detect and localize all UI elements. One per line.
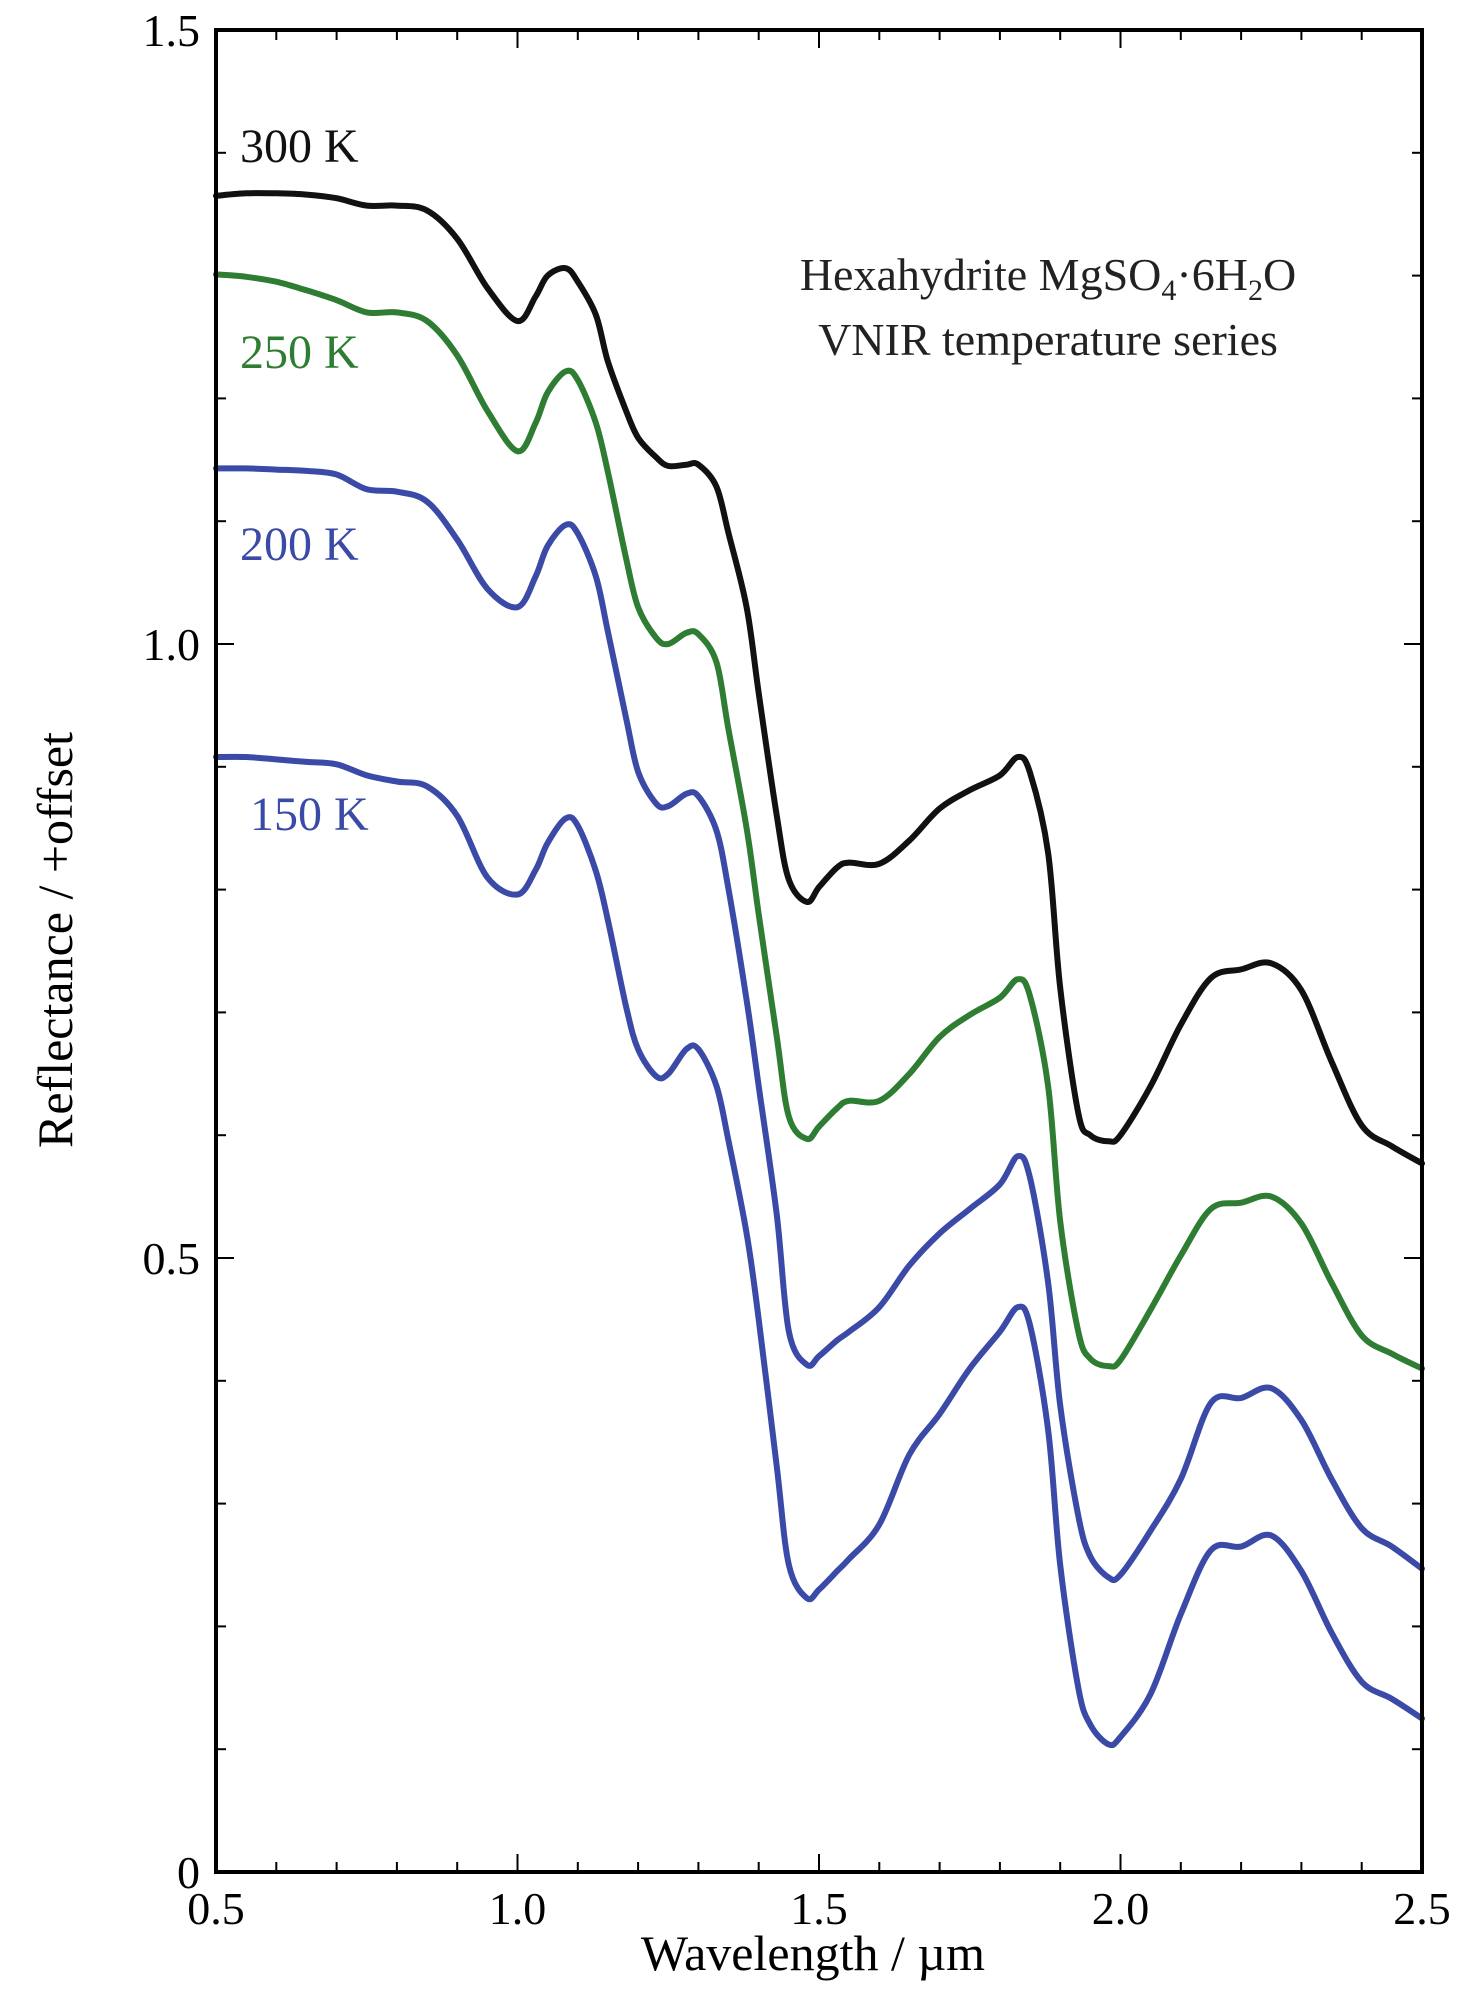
- series-label-250k: 250 K: [240, 326, 359, 379]
- series-line-200k: [213, 465, 1425, 1584]
- y-tick-label: 0.5: [143, 1233, 201, 1284]
- x-tick-label: 1.0: [489, 1883, 547, 1934]
- x-tick-label: 2.5: [1393, 1883, 1451, 1934]
- series-lines: [213, 190, 1425, 1749]
- x-tick-label: 1.5: [790, 1883, 848, 1934]
- plot-frame: [214, 28, 1424, 1874]
- annotation-line-1: Hexahydrite MgSO4·6H2O: [800, 249, 1296, 307]
- series-line-250k: [213, 271, 1425, 1372]
- series-label-200k: 200 K: [240, 518, 359, 571]
- series-label-150k: 150 K: [250, 788, 369, 841]
- series-label-300k: 300 K: [240, 120, 359, 173]
- y-tick-label: 1.5: [143, 5, 201, 56]
- series-line-300k: [213, 190, 1425, 1167]
- tick-labels: 0.5 1.0 1.5 2.0 2.500.51.01.5: [143, 5, 1451, 1934]
- x-tick-label: 2.0: [1092, 1883, 1150, 1934]
- annotation-line-2: VNIR temperature series: [818, 314, 1278, 365]
- y-tick-label: 0: [177, 1847, 200, 1898]
- y-axis-title: Reflectance / +offset: [27, 732, 83, 1148]
- x-axis-title: Wavelength / µm: [641, 1925, 985, 1981]
- y-tick-label: 1.0: [143, 619, 201, 670]
- series-line-150k: [213, 753, 1425, 1749]
- x-tick-label: 0.5: [187, 1883, 245, 1934]
